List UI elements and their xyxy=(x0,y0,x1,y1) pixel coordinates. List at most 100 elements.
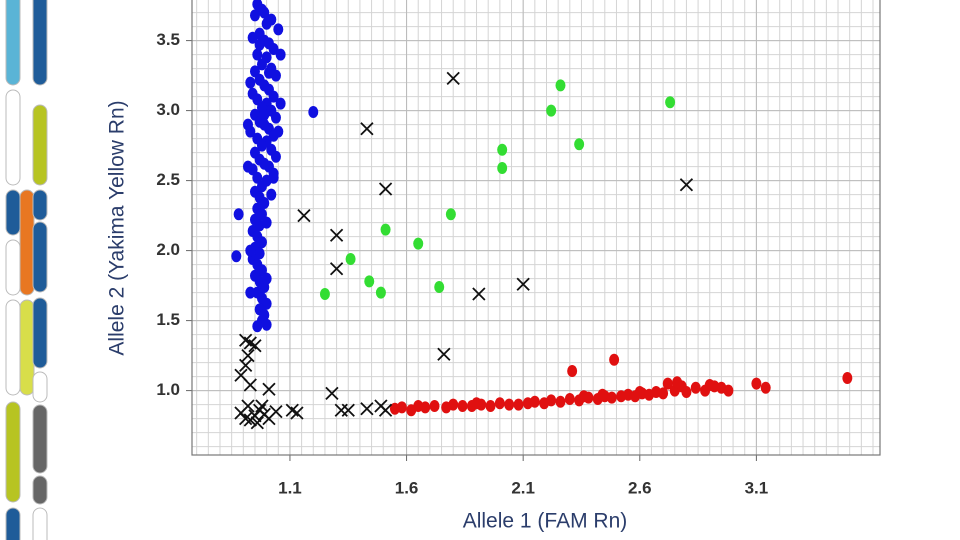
y-tick-label: 2.0 xyxy=(156,240,180,259)
point xyxy=(273,23,284,36)
point xyxy=(250,416,264,430)
y-axis-label: Allele 2 (Yakima Yellow Rn) xyxy=(106,100,129,355)
point xyxy=(241,348,255,363)
point xyxy=(255,399,269,413)
point xyxy=(634,386,645,398)
point xyxy=(380,223,391,236)
point xyxy=(266,188,277,201)
point xyxy=(413,237,424,250)
point xyxy=(679,178,694,192)
x-tick-label: 3.1 xyxy=(745,478,769,497)
point xyxy=(329,262,344,276)
point xyxy=(396,401,407,414)
point xyxy=(360,122,374,136)
point xyxy=(578,390,589,403)
point xyxy=(457,400,468,412)
point xyxy=(248,339,262,353)
point xyxy=(341,403,355,417)
point xyxy=(252,48,263,61)
point xyxy=(345,253,356,265)
point xyxy=(259,6,270,19)
point xyxy=(261,318,272,331)
point xyxy=(606,391,617,404)
point xyxy=(434,281,445,293)
series xyxy=(234,71,694,430)
point xyxy=(704,379,715,391)
point xyxy=(760,381,771,394)
point xyxy=(297,208,311,223)
grid xyxy=(192,0,880,455)
point xyxy=(574,138,585,151)
point xyxy=(529,395,540,408)
point xyxy=(261,272,272,285)
point xyxy=(254,38,265,51)
point xyxy=(325,386,339,401)
series xyxy=(231,0,319,333)
point xyxy=(239,358,253,373)
point xyxy=(249,9,260,22)
y-tick-label: 3.0 xyxy=(156,100,180,119)
point xyxy=(266,13,277,26)
point xyxy=(275,97,286,110)
y-tick-label: 2.5 xyxy=(156,170,180,189)
point xyxy=(270,111,281,124)
point xyxy=(494,397,505,410)
point xyxy=(247,31,258,44)
point xyxy=(233,208,244,221)
y-tick-label: 3.5 xyxy=(156,30,180,49)
point xyxy=(497,143,508,156)
series xyxy=(319,79,676,300)
point xyxy=(555,395,566,408)
point xyxy=(597,388,608,401)
point xyxy=(471,397,482,410)
point xyxy=(567,365,578,377)
point xyxy=(472,287,486,301)
point xyxy=(658,387,669,400)
point xyxy=(268,90,279,103)
side-decoration xyxy=(5,0,48,540)
point xyxy=(378,182,393,196)
x-tick-label: 1.1 xyxy=(278,478,302,497)
point xyxy=(256,139,267,152)
point xyxy=(516,277,530,291)
point xyxy=(546,394,557,407)
point xyxy=(273,125,284,138)
point xyxy=(513,398,524,411)
point xyxy=(504,398,515,411)
point xyxy=(723,384,734,397)
point xyxy=(690,381,701,394)
point xyxy=(445,208,456,221)
point xyxy=(448,398,459,411)
point xyxy=(259,108,270,121)
point xyxy=(564,393,575,405)
point xyxy=(375,286,386,299)
point xyxy=(360,402,374,416)
series xyxy=(389,353,853,417)
point xyxy=(842,372,853,384)
point xyxy=(555,79,566,92)
point xyxy=(275,48,286,61)
x-tick-label: 2.1 xyxy=(511,478,535,497)
point xyxy=(242,160,253,173)
y-tick-label: 1.0 xyxy=(156,380,180,399)
point xyxy=(242,118,253,131)
plot-frame xyxy=(191,0,881,456)
point xyxy=(308,106,319,118)
point xyxy=(268,171,279,184)
point xyxy=(290,406,304,420)
point xyxy=(270,150,281,163)
point xyxy=(364,275,375,288)
point xyxy=(329,228,344,242)
point xyxy=(231,250,242,263)
point xyxy=(546,104,557,117)
point xyxy=(437,347,451,361)
point xyxy=(256,58,267,71)
point xyxy=(413,400,424,412)
x-axis-label: Allele 1 (FAM Rn) xyxy=(463,510,628,533)
point xyxy=(319,288,330,300)
point xyxy=(609,353,620,366)
point xyxy=(245,76,256,89)
point xyxy=(241,399,255,413)
point xyxy=(245,286,256,299)
